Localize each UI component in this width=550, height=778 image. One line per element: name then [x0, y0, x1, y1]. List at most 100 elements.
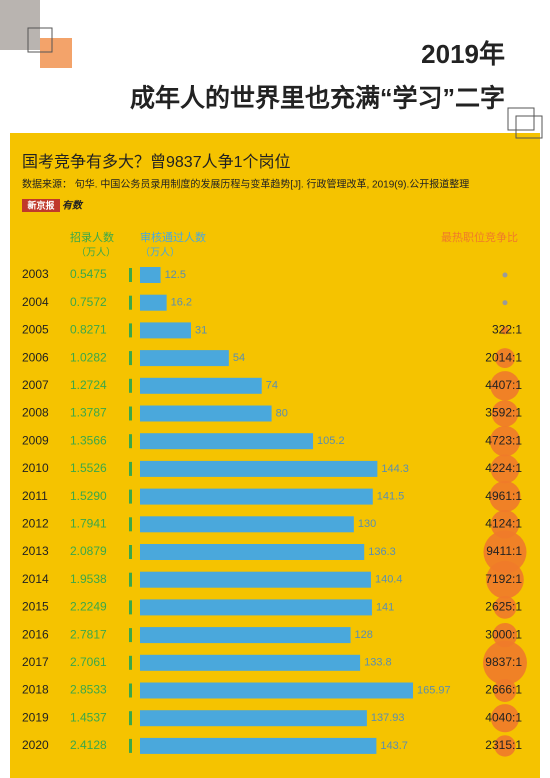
ratio-bubble [493, 679, 517, 702]
bar [140, 322, 191, 339]
row-tick [129, 517, 132, 532]
recruit-value: 1.9538 [70, 572, 107, 586]
row-tick [129, 406, 132, 421]
year-label: 2008 [22, 406, 49, 420]
deco-square [27, 27, 53, 53]
row-tick [129, 711, 132, 726]
recruit-value: 2.4128 [70, 738, 107, 752]
panel [10, 133, 540, 778]
bar [140, 488, 373, 505]
bar [140, 294, 167, 311]
ratio-bubble [495, 348, 515, 369]
row-tick [129, 683, 132, 698]
recruit-value: 0.8271 [70, 323, 107, 337]
row-tick [129, 295, 132, 310]
legend-unit: （万人） [140, 247, 180, 259]
ratio-label: 2666:1 [485, 683, 522, 697]
bar [140, 627, 351, 644]
row-tick [129, 738, 132, 753]
deco-square [515, 115, 543, 139]
legend-recruit: 招录人数 [70, 230, 114, 244]
recruit-value: 1.3566 [70, 433, 107, 447]
year-label: 2003 [22, 267, 49, 281]
ratio-bubble [486, 560, 524, 599]
ratio-label: 9837:1 [485, 655, 522, 669]
ratio-label: 9411:1 [486, 544, 522, 558]
year-label: 2017 [22, 655, 49, 669]
ratio-label: 3000:1 [485, 627, 522, 641]
row-tick [129, 572, 132, 587]
row-tick [129, 351, 132, 366]
year-label: 2014 [22, 572, 49, 586]
ratio-bubble [492, 622, 518, 648]
deco-square [40, 38, 72, 68]
year-label: 2020 [22, 738, 49, 752]
empty-dot [502, 300, 508, 306]
row-tick [129, 489, 132, 504]
year-label: 2007 [22, 378, 49, 392]
ratio-bubble [489, 425, 521, 457]
bar [140, 350, 229, 367]
recruit-value: 1.5290 [70, 489, 107, 503]
ratio-label: 4224:1 [485, 461, 522, 475]
legend-ratio: 最热职位竞争比 [441, 230, 518, 244]
bar [140, 682, 414, 699]
bar [140, 737, 377, 754]
row-tick [129, 434, 132, 449]
bar-label: 141 [376, 601, 394, 613]
bar [140, 544, 365, 560]
bar [140, 599, 372, 616]
recruit-value: 2.2249 [70, 600, 107, 614]
ratio-label: 4124:1 [485, 516, 522, 530]
recruit-value: 2.8533 [70, 683, 107, 697]
ratio-label: 3592:1 [485, 406, 522, 420]
year-label: 2011 [22, 489, 48, 503]
row-tick [129, 545, 132, 559]
bar-label: 140.4 [375, 574, 403, 586]
bar [140, 405, 272, 422]
year-label: 2012 [22, 516, 49, 530]
ratio-bubble [490, 704, 520, 733]
bar [140, 571, 371, 588]
ratio-bubble [491, 400, 519, 427]
ratio-label: 2315:1 [485, 738, 522, 752]
ratio-label: 2625:1 [485, 600, 522, 614]
ratio-label: 2014:1 [485, 350, 522, 364]
bar-label: 144.3 [381, 463, 409, 475]
source: 数据来源： 句华. 中国公务员录用制度的发展历程与变革趋势[J]. 行政管理改革… [22, 178, 469, 191]
bar-label: 130 [358, 518, 376, 530]
bar-label: 165.97 [417, 684, 451, 696]
bar-label: 143.7 [380, 740, 408, 752]
bar-label: 105.2 [317, 435, 345, 447]
recruit-value: 2.0879 [70, 544, 107, 558]
year-label: 2016 [22, 627, 49, 641]
legend-unit: （万人） [76, 247, 116, 259]
year-label: 2010 [22, 461, 49, 475]
recruit-value: 1.5526 [70, 461, 107, 475]
recruit-value: 1.3787 [70, 406, 107, 420]
bar-label: 80 [276, 407, 288, 419]
year-label: 2015 [22, 600, 49, 614]
row-tick [129, 268, 132, 282]
ratio-label: 4961:1 [485, 489, 522, 503]
ratio-label: 322:1 [492, 323, 522, 337]
recruit-value: 1.2724 [70, 378, 107, 392]
ratio-bubble [490, 510, 520, 539]
recruit-value: 0.5475 [70, 267, 107, 281]
deco-square [0, 0, 40, 50]
year-label: 2005 [22, 323, 49, 337]
deco-square [507, 107, 535, 131]
bar-label: 133.8 [364, 657, 392, 669]
ratio-bubble [489, 480, 521, 513]
ratio-bubble [490, 371, 520, 401]
bar-label: 136.3 [368, 546, 396, 558]
ratio-bubble [494, 735, 516, 757]
logo: 新京报 [27, 199, 54, 210]
bar [140, 516, 354, 533]
bar [140, 267, 161, 283]
logo-box [22, 199, 60, 212]
ratio-bubble [483, 640, 527, 685]
recruit-value: 1.4537 [70, 710, 107, 724]
bar-label: 74 [266, 380, 278, 392]
